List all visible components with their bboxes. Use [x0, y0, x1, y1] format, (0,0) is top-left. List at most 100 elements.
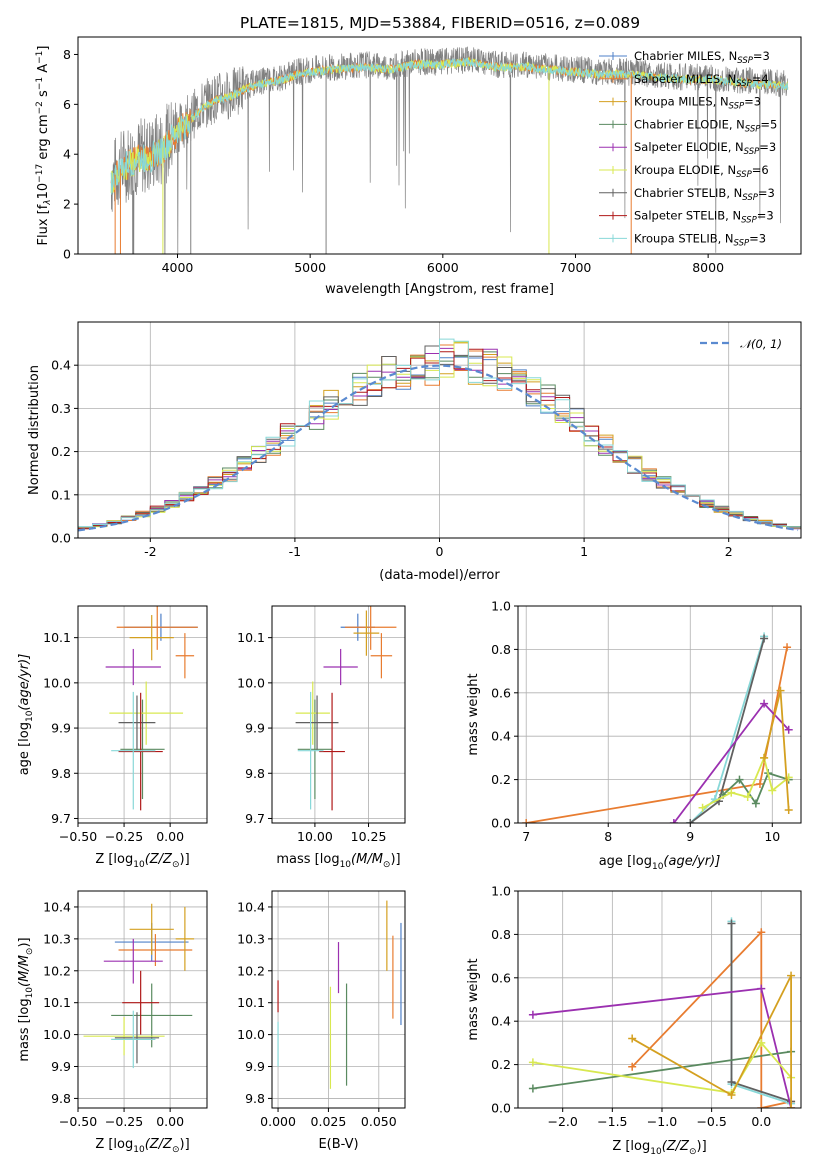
axes-frame — [77, 605, 208, 824]
weight-marker — [743, 792, 752, 801]
y-tick-label: 0.0 — [491, 1101, 511, 1116]
x-tick-label: −0.5 — [696, 1114, 726, 1129]
weight-marker — [528, 1058, 537, 1067]
y-tick-label: 0 — [63, 247, 71, 262]
y-tick-label: 9.8 — [51, 766, 71, 781]
weight-marker — [757, 984, 766, 993]
label-part: Flux [f — [36, 204, 51, 245]
x-tick-label: −0.50 — [59, 1114, 97, 1129]
weight-line — [532, 1041, 792, 1094]
y-tick-label: 10.4 — [43, 899, 71, 914]
label-part: erg cm — [36, 114, 51, 163]
x-axis-label: wavelength [Angstrom, rest frame] — [325, 282, 554, 297]
y-tick-label: 10.0 — [237, 675, 265, 690]
y-tick-label: 0.6 — [491, 685, 511, 700]
y-axis-label: mass weight — [466, 673, 481, 755]
label-part: (M/M — [351, 852, 383, 867]
x-axis-label: Z [log10(Z/Z⊙)] — [95, 1137, 189, 1155]
weight-marker — [727, 1090, 736, 1099]
label-part: (Z/Z — [145, 1137, 173, 1152]
weight-marker — [757, 928, 766, 937]
label-part: Chabrier STELIB, N — [634, 186, 742, 200]
x-tick-label: -2 — [144, 544, 156, 559]
label-part: SSP — [737, 56, 753, 66]
y-axis-label: Flux [fλ10−17 erg cm−2 s−1 A−1] — [35, 46, 53, 246]
label-part: Salpeter MILES, N — [634, 72, 736, 86]
axes-frame — [77, 890, 208, 1109]
label-part: 10 — [652, 862, 664, 872]
y-tick-label: 10.3 — [43, 931, 71, 946]
axes-frame — [271, 605, 406, 824]
x-tick-label: 0.00 — [156, 829, 184, 844]
label-part: Kroupa STELIB, N — [634, 231, 734, 245]
label-part: ⊙ — [172, 860, 180, 870]
x-tick-label: -1 — [289, 544, 301, 559]
x-tick-label: 10.00 — [297, 829, 333, 844]
x-tick-label: 9 — [686, 829, 694, 844]
label-part: Kroupa ELODIE, N — [634, 163, 736, 177]
label-part: 10 — [650, 1147, 662, 1157]
y-axis-label: mass [log10(M/M⊙)] — [17, 937, 35, 1061]
weight-marker — [787, 971, 796, 980]
plot-area — [528, 917, 796, 1108]
label-part: ⊙ — [172, 1145, 180, 1155]
y-tick-label: 0.6 — [491, 970, 511, 985]
y-tick-label: 9.9 — [51, 1059, 71, 1074]
x-tick-label: 4000 — [162, 260, 194, 275]
panel-age-vs-mass: 10.00 10.25 9.7 9.8 9.9 10.0 10.1 mass [log10(M… — [237, 605, 406, 870]
label-part: =3 — [744, 95, 761, 109]
weight-marker — [686, 819, 695, 823]
label-part: SSP — [736, 79, 752, 89]
axes-frame — [517, 605, 802, 824]
x-tick-label: 0 — [436, 544, 444, 559]
plot-area — [105, 606, 198, 811]
x-tick-label: −0.50 — [59, 829, 97, 844]
y-tick-label: 9.7 — [245, 811, 265, 826]
y-tick-label: 9.8 — [51, 1091, 71, 1106]
panel-weight-vs-Z: −2.0 −1.5 −1.0 −0.5 0.0 0.0 0.2 0.4 0.6 0.8 1.0 Z [… — [466, 884, 802, 1157]
y-tick-label: 10.2 — [237, 963, 265, 978]
label-part: =6 — [752, 163, 769, 177]
label-part: SSP — [741, 216, 757, 226]
panel-spectrum: 4000 5000 6000 7000 8000 0 2 4 6 8 wavelength [Ang… — [35, 36, 802, 297]
label-part: ⊙ — [25, 948, 35, 956]
y-tick-label: 10.1 — [43, 630, 71, 645]
label-part: Kroupa MILES, N — [634, 95, 729, 109]
label-part: 10 — [340, 860, 352, 870]
label-part: −1 — [35, 51, 45, 64]
x-tick-label: 0.0 — [751, 1114, 771, 1129]
label-part: 10 — [25, 710, 35, 722]
figure-title: PLATE=1815, MJD=53884, FIBERID=0516, z=0… — [240, 14, 640, 32]
y-tick-label: 8 — [63, 47, 71, 62]
y-tick-label: 1.0 — [491, 599, 511, 614]
x-tick-label: 0.000 — [260, 1114, 296, 1129]
x-tick-label: 1 — [580, 544, 588, 559]
x-tick-label: 2 — [725, 544, 733, 559]
label-part: )] — [697, 1139, 707, 1154]
weight-marker — [628, 1062, 637, 1071]
label-part: −17 — [35, 164, 45, 183]
label-part: ⊙ — [383, 860, 391, 870]
x-axis-label: age [log10(age/yr)] — [599, 854, 721, 872]
label-part: SSP — [736, 170, 752, 180]
x-tick-label: −0.25 — [105, 829, 143, 844]
y-tick-label: 0.2 — [491, 772, 511, 787]
label-part: =3 — [758, 186, 775, 200]
x-tick-label: 0.050 — [361, 1114, 397, 1129]
x-axis-label: (data-model)/error — [379, 568, 500, 583]
weight-marker — [698, 803, 707, 812]
y-tick-label: 0.2 — [51, 444, 71, 459]
label-part: )] — [180, 852, 190, 867]
y-axis-label: age [log10(age/yr)] — [17, 654, 35, 776]
weight-marker — [755, 779, 764, 788]
panel-mass-vs-Z: −0.50 −0.25 0.00 9.8 9.9 10.0 10.1 10.2 10.3 10.4… — [17, 890, 208, 1155]
legend-entry: Chabrier MILES, NSSP=3 — [634, 49, 770, 66]
y-tick-label: 4 — [63, 147, 71, 162]
weight-marker — [757, 1104, 766, 1108]
x-axis-label: E(B-V) — [318, 1137, 358, 1152]
x-tick-label: 0.025 — [311, 1114, 347, 1129]
label-part: (Z/Z — [662, 1139, 690, 1154]
weight-marker — [784, 805, 793, 814]
